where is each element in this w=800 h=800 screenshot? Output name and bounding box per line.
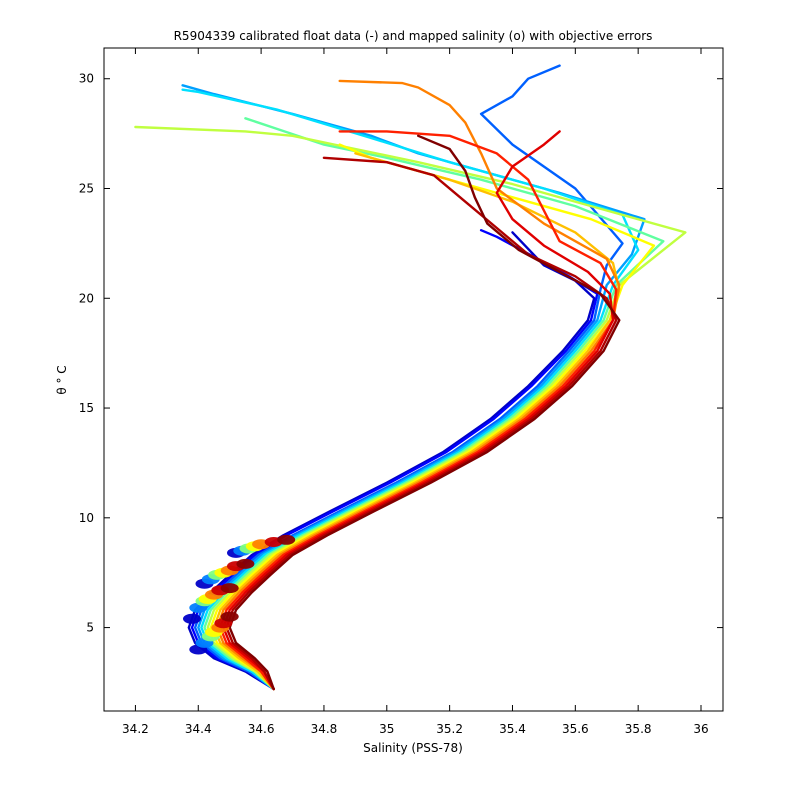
y-tick-label: 10 — [79, 511, 94, 525]
x-tick-label: 35 — [379, 722, 394, 736]
x-tick-label: 35.2 — [436, 722, 463, 736]
y-tick-label: 20 — [79, 291, 94, 305]
x-tick-label: 35.6 — [562, 722, 589, 736]
profile-line-3 — [193, 64, 624, 691]
profile-line-1 — [187, 231, 596, 691]
mapped-point-7-3 — [236, 558, 255, 569]
x-axis: 34.2 34.4 34.6 34.8 35 35.2 35.4 35.6 35.8 36 — [122, 48, 709, 736]
x-tick-label: 34.6 — [248, 722, 275, 736]
mapped-point-7-4 — [277, 534, 296, 545]
y-tick-label: 25 — [79, 182, 94, 196]
profile-line-14 — [228, 134, 621, 691]
profile-line-5 — [181, 88, 640, 691]
mapped-point-1-2 — [183, 613, 201, 624]
y-tick-label: 5 — [86, 621, 94, 635]
axes-box — [103, 47, 724, 712]
mapped-point-7-1 — [220, 611, 239, 622]
y-axis: 5 10 15 20 25 30 — [79, 72, 723, 635]
chart-title: R5904339 calibrated float data (-) and m… — [174, 29, 653, 43]
profile-line-6 — [203, 117, 665, 691]
x-tick-label: 34.4 — [185, 722, 212, 736]
x-tick-label: 34.8 — [311, 722, 338, 736]
profile-line-7 — [134, 125, 687, 691]
y-tick-label: 30 — [79, 72, 94, 86]
x-tick-label: 36 — [693, 722, 708, 736]
y-tick-label: 15 — [79, 401, 94, 415]
x-tick-label: 34.2 — [122, 722, 149, 736]
mapped-points-layer — [183, 534, 296, 655]
y-axis-label: θ ° C — [55, 365, 69, 394]
x-axis-label: Salinity (PSS-78) — [363, 741, 463, 755]
x-tick-label: 35.4 — [499, 722, 526, 736]
mapped-point-7-2 — [220, 583, 239, 594]
x-tick-label: 35.8 — [625, 722, 652, 736]
